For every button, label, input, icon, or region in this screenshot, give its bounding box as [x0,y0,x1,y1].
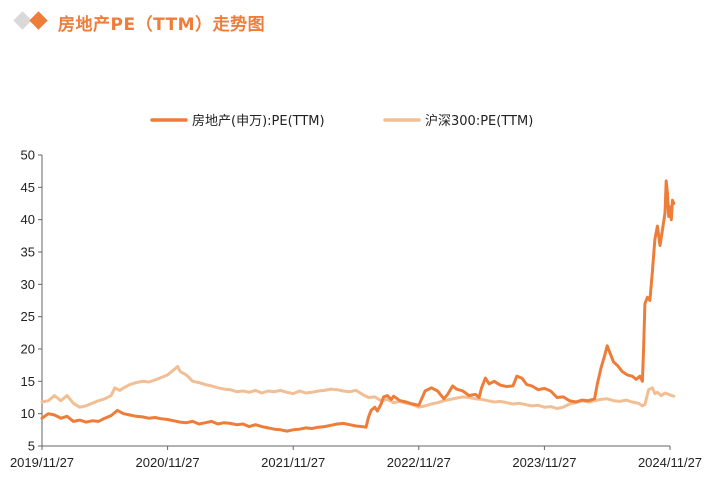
y-tick-label: 15 [21,374,35,389]
title-bar: 房地产PE（TTM）走势图 [8,6,708,38]
y-tick-label: 10 [21,406,35,421]
y-tick-label: 50 [21,148,35,163]
legend-item-csi300-label: 沪深300:PE(TTM) [425,113,533,129]
y-tick-label: 5 [28,439,35,454]
x-tick-label: 2020/11/27 [136,455,200,470]
y-tick-label: 20 [21,342,35,357]
x-tick-label: 2023/11/27 [512,455,576,470]
y-tick-label: 35 [21,245,35,260]
series-line-real-estate [40,179,676,433]
y-tick-label: 40 [21,212,35,227]
page-title: 房地产PE（TTM）走势图 [58,15,266,35]
y-tick-label: 30 [21,277,35,292]
x-tick-label: 2021/11/27 [261,455,325,470]
y-tick-label: 25 [21,309,35,324]
x-tick-label: 2024/11/27 [638,455,702,470]
legend-item-real-estate-label: 房地产(申万):PE(TTM) [192,113,325,129]
x-tick-label: 2019/11/27 [10,455,74,470]
x-tick-label: 2022/11/27 [387,455,451,470]
y-tick-label: 45 [21,180,35,195]
